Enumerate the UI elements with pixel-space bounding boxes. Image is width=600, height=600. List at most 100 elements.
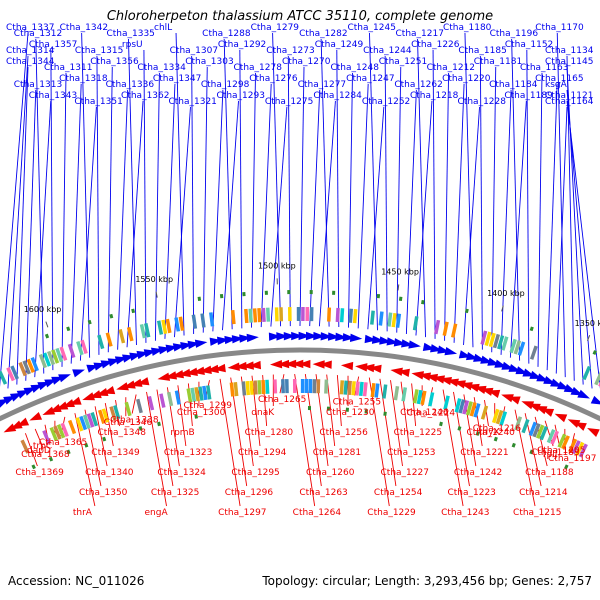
- forward-gene-label: Ctha_1347: [153, 74, 201, 84]
- forward-leader-line: [117, 89, 129, 350]
- reverse-feature-block: [480, 405, 489, 420]
- feature-marker: [264, 290, 268, 295]
- forward-gene-arrow: [224, 335, 237, 345]
- reverse-feature-block: [539, 425, 549, 441]
- forward-leader-line: [453, 83, 465, 343]
- forward-gene-label: Ctha_1292: [218, 40, 266, 50]
- forward-feature-block: [97, 334, 105, 350]
- reverse-gene-label: Ctha_1340: [85, 468, 134, 478]
- forward-feature-block: [352, 308, 358, 324]
- forward-feature-block: [51, 349, 60, 364]
- forward-feature-block: [274, 307, 279, 322]
- forward-feature-block: [38, 353, 48, 369]
- forward-gene-arrow: [194, 339, 208, 348]
- reverse-gene-arrow: [192, 366, 205, 375]
- reverse-gene-label: Ctha_1365: [39, 438, 87, 448]
- reverse-feature-block: [575, 441, 585, 456]
- reverse-feature-block: [56, 424, 66, 439]
- reverse-gene-arrow: [473, 385, 487, 394]
- feature-marker: [307, 406, 312, 411]
- reverse-feature-block: [253, 380, 258, 395]
- forward-gene-label: Ctha_1312: [14, 29, 62, 39]
- forward-gene-label: Ctha_1284: [313, 91, 362, 101]
- reverse-gene-label: Ctha_1183: [531, 448, 579, 458]
- reverse-gene-arrow: [129, 378, 143, 387]
- reverse-gene-label: Ctha_1240: [466, 428, 515, 438]
- forward-gene-arrow: [283, 331, 296, 341]
- forward-gene-label: Ctha_1270: [282, 57, 331, 67]
- forward-leader-line: [384, 55, 388, 332]
- feature-marker: [66, 449, 71, 455]
- reverse-gene-arrow: [116, 382, 129, 391]
- reverse-feature-block: [521, 418, 530, 434]
- reverse-leader-line: [400, 381, 410, 447]
- reverse-feature-block: [316, 379, 321, 394]
- reverse-gene-arrow: [178, 368, 191, 378]
- forward-gene-label: Ctha_1362: [121, 91, 169, 101]
- forward-gene-arrow: [72, 369, 85, 378]
- forward-gene-arrow: [320, 332, 333, 341]
- forward-gene-label: Ctha_1249: [315, 40, 364, 50]
- forward-gene-label: Ctha_1244: [363, 46, 412, 56]
- reverse-gene-label: Ctha_1225: [394, 428, 442, 438]
- reverse-gene-arrow: [42, 406, 56, 415]
- feature-marker: [102, 436, 107, 442]
- reverse-feature-block: [499, 411, 508, 426]
- reverse-feature-block: [347, 380, 352, 396]
- forward-feature-block: [80, 339, 88, 355]
- reverse-feature-block: [49, 426, 59, 442]
- forward-gene-label: Ctha_1351: [74, 97, 122, 107]
- reverse-feature-block: [532, 423, 541, 438]
- reverse-feature-block: [458, 399, 466, 414]
- reverse-gene-label: engA: [145, 508, 169, 518]
- forward-leader-line: [299, 66, 305, 327]
- reverse-feature-block: [550, 430, 560, 445]
- forward-feature-block: [178, 316, 185, 331]
- reverse-gene-label: Ctha_1368: [21, 450, 70, 460]
- forward-feature-block: [582, 365, 592, 381]
- reverse-feature-block: [113, 404, 121, 420]
- reverse-gene-label: Ctha_1346: [104, 418, 153, 428]
- reverse-feature-block: [312, 379, 317, 394]
- forward-gene-label: Ctha_1357: [29, 40, 77, 50]
- reverse-feature-block: [528, 421, 537, 437]
- genome-summary: Topology: circular; Length: 3,293,456 bp…: [262, 574, 592, 588]
- reverse-leader-line: [368, 377, 390, 507]
- forward-gene-label: Ctha_1343: [29, 91, 77, 101]
- forward-leader-line: [500, 89, 512, 355]
- forward-gene-arrow: [408, 340, 421, 349]
- forward-feature-block: [191, 314, 198, 329]
- reverse-feature-block: [469, 402, 477, 417]
- forward-leader-line: [154, 72, 160, 341]
- forward-feature-block: [47, 350, 56, 366]
- forward-leader-line: [222, 100, 239, 331]
- reverse-gene-arrow: [460, 382, 473, 391]
- forward-leader-line: [202, 66, 208, 333]
- reverse-feature-block: [82, 414, 91, 429]
- forward-leader-line: [96, 55, 100, 355]
- reverse-gene-label: rplJ: [543, 450, 558, 460]
- forward-feature-block: [6, 367, 16, 382]
- forward-gene-label: Ctha_1134: [545, 46, 594, 56]
- forward-leader-line: [537, 72, 543, 367]
- reverse-gene-arrow: [355, 363, 368, 372]
- forward-gene-label: Ctha_1247: [346, 74, 394, 84]
- forward-leader-line: [336, 49, 340, 328]
- feature-marker: [529, 326, 534, 332]
- forward-gene-label: Ctha_1276: [249, 74, 298, 84]
- forward-feature-block: [59, 346, 68, 361]
- reverse-gene-arrow: [164, 371, 178, 380]
- reverse-gene-arrow: [102, 386, 116, 395]
- reverse-gene-arrow: [554, 413, 568, 423]
- reverse-feature-block: [416, 389, 423, 405]
- feature-tracks: [0, 290, 600, 470]
- forward-gene-label: Ctha_1273: [266, 46, 314, 56]
- forward-leader-line: [566, 100, 600, 389]
- forward-feature-block: [248, 308, 253, 323]
- forward-gene-label: Ctha_1318: [59, 74, 108, 84]
- forward-feature-block: [165, 318, 172, 334]
- reverse-feature-block: [285, 379, 289, 394]
- feature-marker: [332, 290, 336, 295]
- reverse-feature-block: [428, 392, 435, 407]
- reverse-feature-block: [97, 409, 106, 424]
